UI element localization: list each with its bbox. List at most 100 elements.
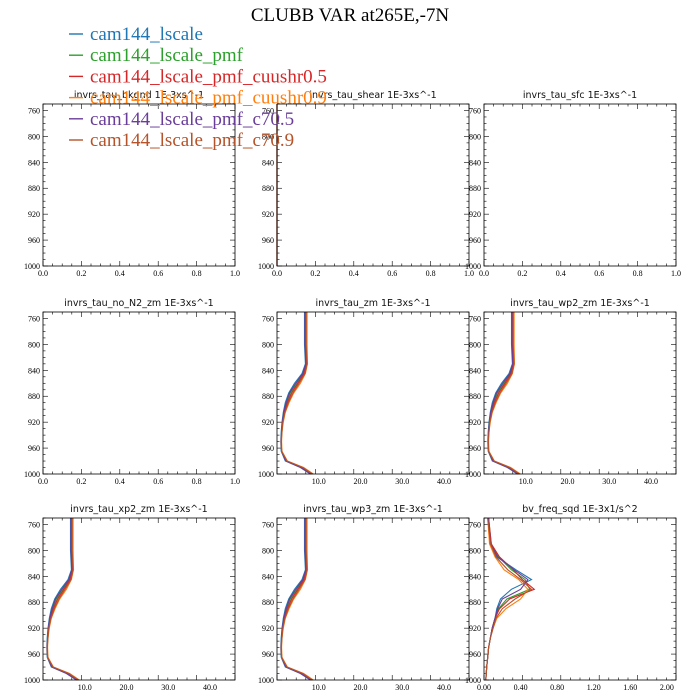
y-tick-label: 880 (28, 392, 40, 401)
x-tick-label: 40.0 (203, 683, 217, 692)
x-tick-label: 0.6 (594, 269, 604, 278)
x-tick-label: 0.2 (76, 269, 86, 278)
panel-1: invrs_tau_bkgnd 1E-3xs^-1 760 800 840 880 920… (24, 90, 240, 278)
series-line-4 (281, 518, 314, 681)
x-tick-label: 10.0 (312, 477, 326, 486)
y-tick-label: 760 (28, 314, 40, 323)
x-tick-label: 20.0 (560, 477, 574, 486)
y-tick-label: 760 (469, 106, 481, 115)
y-tick-label: 920 (469, 210, 481, 219)
y-tick-label: 760 (262, 314, 274, 323)
y-tick-label: 800 (28, 546, 40, 555)
y-tick-label: 880 (469, 392, 481, 401)
y-tick-label: 840 (28, 158, 40, 167)
y-tick-label: 1000 (24, 470, 40, 479)
x-tick-label: 30.0 (395, 683, 409, 692)
y-tick-label: 920 (28, 624, 40, 633)
y-tick-label: 920 (28, 210, 40, 219)
y-tick-label: 960 (262, 236, 274, 245)
legend-label: cam144_lscale_pmf_cuushr0.9 (90, 88, 327, 109)
legend: cam144_lscalecam144_lscale_pmfcam144_lsc… (69, 24, 327, 151)
series-line-4 (47, 518, 80, 681)
panel-title: bv_freq_sqd 1E-3x1/s^2 (522, 504, 637, 515)
y-tick-label: 880 (28, 184, 40, 193)
y-tick-label: 760 (469, 314, 481, 323)
series-line-5 (46, 518, 78, 681)
x-tick-label: 0.2 (517, 269, 527, 278)
x-tick-label: 40.0 (644, 477, 658, 486)
y-tick-label: 840 (262, 366, 274, 375)
y-tick-label: 880 (28, 598, 40, 607)
series-line-3 (485, 517, 536, 681)
panel-title: invrs_tau_zm 1E-3xs^-1 (316, 298, 431, 309)
y-tick-label: 960 (469, 236, 481, 245)
x-tick-label: 20.0 (119, 683, 133, 692)
y-tick-label: 960 (262, 444, 274, 453)
y-tick-label: 840 (262, 572, 274, 581)
panel-grid: invrs_tau_bkgnd 1E-3xs^-1 760 800 840 880 920… (24, 90, 681, 692)
x-tick-label: 10.0 (78, 683, 92, 692)
plot-frame (483, 311, 677, 475)
y-tick-label: 800 (469, 546, 481, 555)
panel-3: invrs_tau_sfc 1E-3xs^-1 760 800 840 880 920 96… (465, 90, 681, 278)
x-tick-label: 30.0 (161, 683, 175, 692)
plot-frame (42, 103, 236, 267)
y-tick-label: 1000 (24, 262, 40, 271)
y-tick-label: 800 (262, 132, 274, 141)
panel-4: invrs_tau_no_N2_zm 1E-3xs^-1 760 800 840 880… (24, 298, 240, 486)
y-tick-label: 880 (262, 392, 274, 401)
panel-5: invrs_tau_zm 1E-3xs^-1 760 800 840 880 920 960… (258, 298, 470, 486)
series-line-6 (280, 518, 313, 681)
y-tick-label: 960 (469, 650, 481, 659)
series-line-5 (280, 518, 312, 681)
y-tick-label: 800 (262, 340, 274, 349)
panel-6: invrs_tau_wp2_zm 1E-3xs^-1 760 800 840 880 92… (465, 298, 677, 486)
panel-title: invrs_tau_no_N2_zm 1E-3xs^-1 (64, 298, 213, 309)
plot-frame (42, 311, 236, 475)
y-tick-label: 1000 (465, 470, 481, 479)
legend-label: cam144_lscale_pmf_c70.5 (90, 109, 294, 130)
x-tick-label: 0.8 (426, 269, 436, 278)
x-tick-label: 0.4 (556, 269, 566, 278)
legend-label: cam144_lscale_pmf_cuushr0.5 (90, 66, 327, 87)
panel-2: invrs_tau_shear 1E-3xs^-1 760 800 840 880 920… (258, 90, 474, 278)
x-tick-label: 0.6 (153, 477, 163, 486)
x-tick-label: 0.4 (115, 269, 125, 278)
plot-frame (276, 311, 470, 475)
legend-entry: cam144_lscale_pmf_cuushr0.5 (69, 66, 327, 87)
series-line-5 (487, 312, 519, 475)
y-tick-label: 960 (469, 444, 481, 453)
legend-entry: cam144_lscale_pmf_c70.5 (69, 109, 294, 130)
y-tick-label: 1000 (24, 676, 40, 685)
x-tick-label: 0.0 (479, 269, 489, 278)
y-tick-label: 760 (262, 106, 274, 115)
y-tick-label: 880 (262, 598, 274, 607)
y-tick-label: 800 (262, 546, 274, 555)
y-tick-label: 880 (469, 598, 481, 607)
series-line-6 (280, 312, 313, 475)
x-tick-label: 2.00 (660, 683, 674, 692)
legend-label: cam144_lscale_pmf_c70.9 (90, 130, 294, 151)
x-tick-label: 0.4 (349, 269, 359, 278)
x-tick-label: 30.0 (395, 477, 409, 486)
legend-entry: cam144_lscale_pmf_cuushr0.9 (69, 88, 327, 109)
legend-entry: cam144_lscale_pmf_c70.9 (69, 130, 294, 151)
x-tick-label: 0.8 (192, 477, 202, 486)
y-tick-label: 920 (262, 210, 274, 219)
x-tick-label: 0.6 (153, 269, 163, 278)
plot-frame (483, 517, 677, 681)
y-tick-label: 1000 (465, 262, 481, 271)
series-line-2 (485, 517, 531, 681)
series-line-6 (485, 517, 533, 681)
x-tick-label: 1.20 (587, 683, 601, 692)
series-line-5 (280, 312, 312, 475)
y-tick-label: 1000 (258, 470, 274, 479)
legend-entry: cam144_lscale (69, 24, 203, 45)
series-line-6 (46, 518, 79, 681)
x-tick-label: 0.40 (514, 683, 528, 692)
y-tick-label: 1000 (258, 262, 274, 271)
x-tick-label: 0.6 (387, 269, 397, 278)
y-tick-label: 920 (469, 624, 481, 633)
y-tick-label: 840 (28, 366, 40, 375)
